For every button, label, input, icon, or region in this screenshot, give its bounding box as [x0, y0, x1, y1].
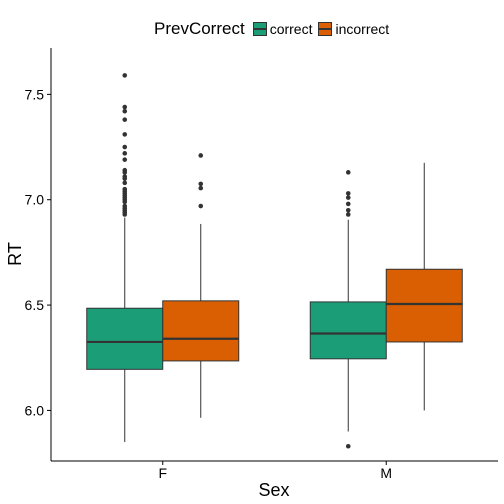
- outlier-point: [345, 207, 351, 213]
- box-rect: [86, 307, 164, 370]
- legend-label-incorrect: incorrect: [335, 21, 390, 37]
- x-tick-label: F: [158, 465, 167, 481]
- y-tick-label: 6.5: [25, 297, 45, 313]
- y-ticks: 6.0 6.5 7.0 7.5: [25, 86, 51, 418]
- outlier-point: [122, 144, 128, 150]
- outlier-point: [122, 73, 128, 78]
- y-tick-label: 7.5: [25, 86, 45, 102]
- legend-item-incorrect: incorrect: [318, 21, 389, 37]
- outlier-point: [345, 191, 351, 196]
- outlier-point: [122, 212, 128, 217]
- outlier-point: [122, 176, 128, 181]
- series-correct: [86, 73, 387, 449]
- y-tick-label: 6.0: [25, 402, 45, 418]
- box-rect: [385, 268, 463, 343]
- outlier-point: [345, 195, 351, 200]
- outlier-point: [122, 117, 128, 122]
- legend: PrevCorrect correct incorrect: [154, 16, 395, 42]
- outlier-point: [122, 199, 128, 205]
- outlier-point: [345, 443, 351, 449]
- outlier-point: [345, 212, 351, 217]
- x-tick-label: M: [380, 465, 392, 481]
- legend-item-correct: correct: [252, 21, 313, 37]
- box-incorrect-M: [385, 162, 463, 411]
- x-axis-title: Sex: [258, 480, 289, 500]
- legend-label-correct: correct: [269, 21, 313, 37]
- outlier-point: [122, 151, 128, 156]
- box-correct-F: [86, 73, 164, 443]
- outlier-point: [122, 170, 128, 175]
- outlier-point: [122, 104, 128, 110]
- plot-area: [86, 73, 463, 449]
- legend-title: PrevCorrect: [154, 19, 245, 38]
- legend-key-incorrect: [318, 22, 333, 36]
- outlier-point: [198, 181, 204, 187]
- y-axis-title: RT: [5, 242, 25, 266]
- outlier-point: [122, 157, 128, 162]
- outlier-point: [345, 201, 351, 207]
- outlier-point: [122, 180, 128, 186]
- box-rect: [162, 300, 240, 362]
- legend-key-correct: [252, 22, 267, 36]
- outlier-point: [345, 170, 351, 175]
- y-tick-label: 7.0: [25, 192, 45, 208]
- outlier-point: [198, 203, 204, 209]
- outlier-point: [122, 132, 128, 137]
- outlier-point: [198, 185, 204, 191]
- box-incorrect-F: [162, 153, 240, 418]
- outlier-point: [198, 153, 204, 158]
- box-correct-M: [309, 170, 387, 449]
- outlier-point: [122, 108, 128, 114]
- box-rect: [309, 301, 387, 360]
- series-incorrect: [162, 153, 463, 418]
